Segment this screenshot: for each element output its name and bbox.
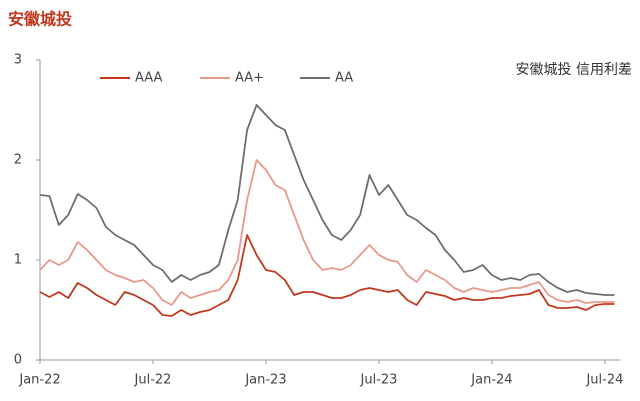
annotation: 安徽城投 信用利差 [516,62,632,78]
chart-title: 安徽城投 [8,10,72,29]
y-tick-label: 0 [14,353,22,368]
y-tick-label: 3 [14,53,22,68]
series-line [39,234,615,317]
x-tick-label: Jan-23 [244,373,286,388]
x-tick-label: Jan-24 [470,373,512,388]
y-tick-label: 2 [14,153,22,168]
legend-label: AA [335,71,353,86]
x-tick-label: Jul-22 [134,373,172,388]
series-line [39,104,615,296]
legend-label: AAA [135,71,163,86]
series-line [39,159,615,306]
x-tick-label: Jul-24 [585,373,623,388]
x-tick-label: Jul-23 [360,373,398,388]
x-tick-label: Jan-22 [18,373,60,388]
legend-label: AA+ [235,71,264,86]
y-tick-label: 1 [14,253,22,268]
